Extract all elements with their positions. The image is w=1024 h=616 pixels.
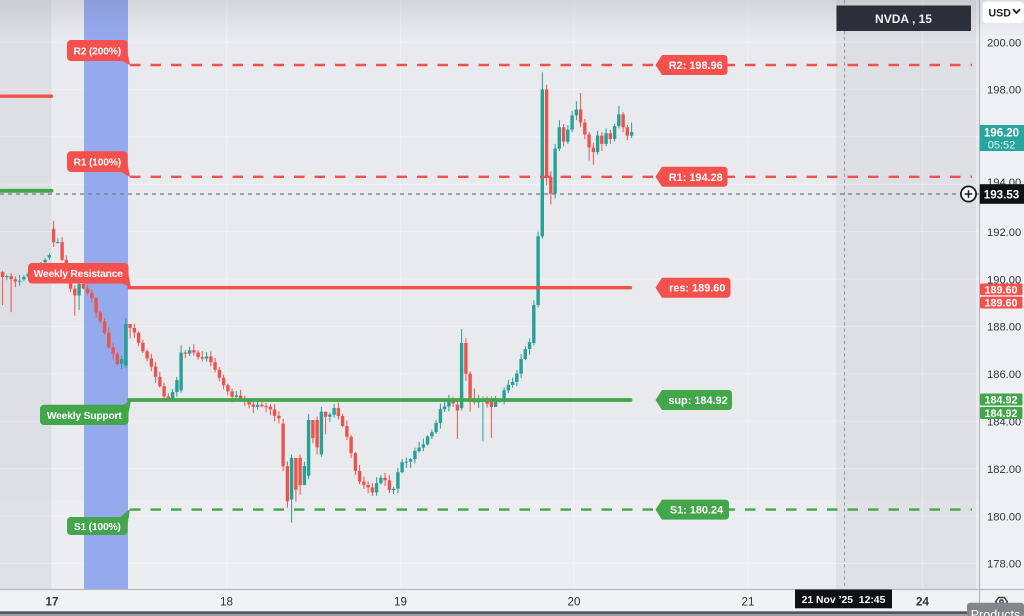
svg-text:189.60: 189.60 — [984, 298, 1017, 310]
svg-text:sup: 184.92: sup: 184.92 — [668, 395, 727, 407]
svg-text:186.00: 186.00 — [987, 369, 1021, 381]
svg-text:17: 17 — [46, 596, 59, 609]
svg-text:200.00: 200.00 — [987, 37, 1021, 49]
svg-text:USD: USD — [989, 8, 1012, 20]
svg-text:196.20: 196.20 — [984, 128, 1019, 140]
svg-text:S1 (100%): S1 (100%) — [74, 522, 121, 533]
svg-text:Weekly Resistance: Weekly Resistance — [34, 269, 124, 280]
svg-text:Products: Products — [971, 608, 1021, 616]
svg-text:18: 18 — [220, 596, 233, 609]
svg-text:189.60: 189.60 — [984, 285, 1017, 297]
svg-text:19: 19 — [394, 596, 407, 609]
svg-text:192.00: 192.00 — [987, 227, 1021, 239]
svg-text:184.92: 184.92 — [984, 395, 1017, 407]
svg-text:R2 (200%): R2 (200%) — [74, 46, 121, 57]
svg-text:178.00: 178.00 — [987, 559, 1021, 571]
svg-text:S1: 180.24: S1: 180.24 — [670, 505, 723, 517]
svg-text:res: 189.60: res: 189.60 — [669, 283, 725, 295]
svg-text:188.00: 188.00 — [987, 322, 1021, 334]
svg-text:24: 24 — [916, 596, 929, 609]
svg-text:182.00: 182.00 — [987, 464, 1021, 476]
svg-text:05:52: 05:52 — [988, 140, 1016, 152]
svg-text:21 Nov ’25 12:45: 21 Nov ’25 12:45 — [802, 595, 886, 606]
svg-text:R2: 198.96: R2: 198.96 — [669, 60, 723, 72]
svg-text:R1 (100%): R1 (100%) — [74, 158, 121, 169]
svg-text:180.00: 180.00 — [987, 511, 1021, 523]
svg-text:184.00: 184.00 — [987, 417, 1021, 429]
svg-text:R1: 194.28: R1: 194.28 — [669, 172, 723, 184]
svg-text:190.00: 190.00 — [987, 274, 1021, 286]
svg-text:184.92: 184.92 — [984, 408, 1017, 420]
svg-text:198.00: 198.00 — [987, 85, 1021, 97]
svg-text:NVDA , 15: NVDA , 15 — [875, 12, 932, 26]
svg-text:21: 21 — [742, 596, 755, 609]
svg-text:193.53: 193.53 — [984, 189, 1020, 202]
svg-text:20: 20 — [568, 596, 581, 609]
svg-text:Weekly Support: Weekly Support — [47, 411, 123, 422]
